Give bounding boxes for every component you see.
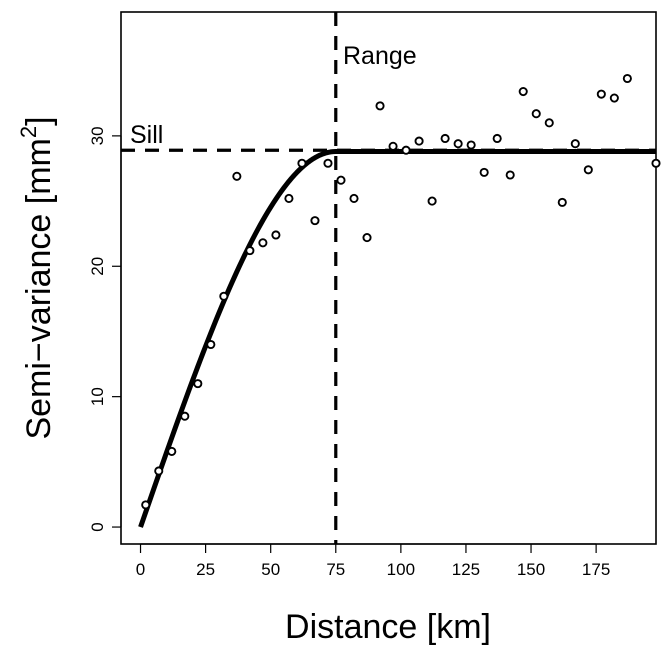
- data-point: [492, 133, 502, 144]
- data-point: [596, 89, 606, 99]
- sill-label: Sill: [130, 121, 163, 149]
- data-point: [206, 339, 216, 350]
- data-point: [271, 230, 281, 240]
- data-point: [219, 291, 229, 301]
- data-point: [453, 139, 463, 149]
- data-point: [232, 171, 242, 181]
- data-point: [479, 167, 489, 177]
- data-point: [531, 109, 541, 119]
- y-tick-label: 0: [88, 522, 107, 531]
- y-axis-title-main: Semi−variance [mm: [20, 138, 58, 439]
- data-point: [518, 86, 528, 97]
- data-point: [154, 466, 164, 476]
- data-point: [388, 141, 398, 151]
- data-point: [505, 170, 515, 180]
- data-point: [622, 73, 632, 84]
- data-point: [310, 216, 320, 226]
- x-axis-title: Distance [km]: [285, 608, 491, 646]
- data-point: [414, 136, 424, 146]
- x-tick-label: 125: [452, 560, 480, 579]
- model-curve-group: [138, 149, 656, 528]
- data-point: [651, 158, 661, 168]
- data-point: [557, 197, 567, 207]
- reference-lines: [121, 12, 656, 544]
- x-tick-label: 50: [261, 560, 280, 579]
- data-point: [284, 193, 294, 204]
- data-point: [362, 233, 372, 243]
- y-axis-title-close: ]: [20, 116, 58, 125]
- data-point: [375, 101, 385, 111]
- data-point: [193, 379, 203, 389]
- data-point: [180, 411, 190, 421]
- data-point: [440, 133, 450, 144]
- data-point: [258, 238, 268, 248]
- y-tick-label: 30: [88, 126, 107, 145]
- data-point: [427, 196, 437, 206]
- data-point: [401, 145, 411, 155]
- y-tick-label: 10: [88, 387, 107, 406]
- data-point: [297, 158, 307, 168]
- x-tick-label: 25: [196, 560, 215, 579]
- data-point: [570, 139, 580, 149]
- y-axis-title-superscript: 2: [16, 126, 41, 138]
- x-tick-label: 100: [387, 560, 415, 579]
- x-tick-label: 75: [326, 560, 345, 579]
- data-point: [336, 175, 346, 185]
- range-label: Range: [343, 42, 417, 70]
- data-point: [245, 246, 255, 256]
- plot-frame: [120, 11, 657, 545]
- data-point: [323, 158, 333, 168]
- data-point: [141, 500, 151, 510]
- data-point: [583, 165, 593, 175]
- y-tick-label: 20: [88, 257, 107, 276]
- model-curve: [138, 149, 656, 528]
- data-point: [609, 93, 619, 103]
- axes: 0 25 50 75 100 125 150 175 0 10 20 30: [88, 126, 610, 579]
- data-point: [167, 446, 177, 456]
- data-point: [544, 118, 554, 128]
- x-tick-label: 0: [136, 560, 145, 579]
- y-axis-title: Semi−variance [mm2]: [16, 116, 58, 439]
- data-point: [349, 193, 359, 204]
- data-points: [141, 73, 661, 510]
- x-tick-label: 150: [517, 560, 545, 579]
- data-point: [466, 140, 476, 150]
- x-tick-label: 175: [582, 560, 610, 579]
